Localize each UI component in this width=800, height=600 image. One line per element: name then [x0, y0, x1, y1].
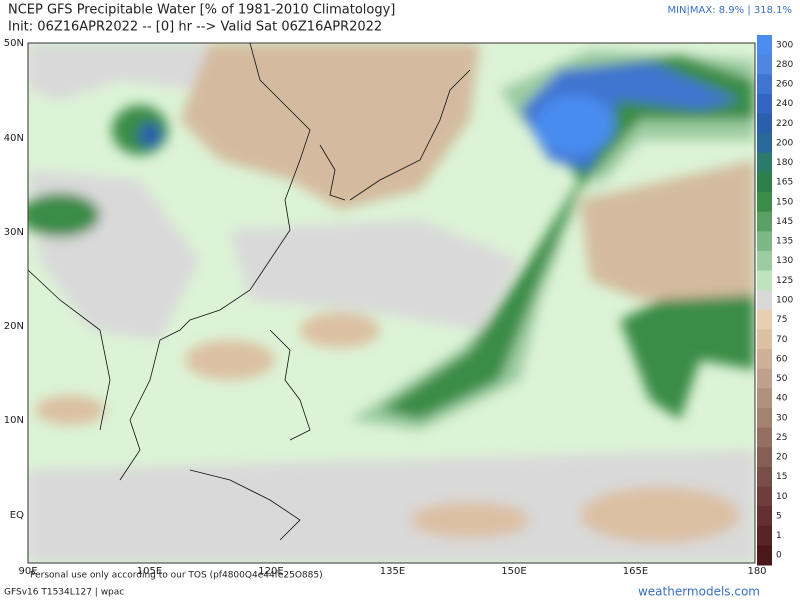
colorbar-swatch — [757, 113, 772, 134]
colorbar-swatch — [757, 388, 772, 409]
colorbar-label: 40 — [776, 394, 788, 404]
colorbar-swatch — [757, 506, 772, 527]
colorbar-label: 130 — [776, 256, 793, 266]
colorbar-label: 20 — [776, 453, 788, 463]
colorbar-swatch — [757, 35, 772, 56]
lon-label: 165E — [623, 566, 648, 577]
colorbar-label: 125 — [776, 276, 793, 286]
colorbar-swatch — [757, 466, 772, 487]
lon-label: 135E — [380, 566, 405, 577]
lon-label: 150E — [501, 566, 526, 577]
colorbar-label: 15 — [776, 472, 787, 482]
colorbar-label: 1 — [776, 531, 782, 541]
colorbar-swatch — [757, 329, 772, 350]
colorbar-label: 145 — [776, 217, 793, 227]
colorbar-label: 0 — [776, 551, 782, 561]
colorbar-swatch — [757, 250, 772, 272]
colorbar-label: 200 — [776, 138, 793, 148]
title: NCEP GFS Precipitable Water [% of 1981-2… — [8, 3, 395, 18]
lat-label: 50N — [4, 38, 24, 49]
colorbar-swatch — [757, 427, 772, 448]
lat-label: 20N — [4, 321, 24, 332]
colorbar-swatch — [757, 525, 772, 546]
colorbar-swatch — [757, 486, 772, 507]
colorbar-label: 260 — [776, 80, 793, 90]
colorbar-label: 75 — [776, 315, 787, 325]
colorbar-label: 10 — [776, 492, 788, 502]
colorbar-swatch — [757, 349, 772, 370]
colorbar-swatch — [757, 545, 772, 566]
colorbar-label: 150 — [776, 197, 793, 207]
map-field — [28, 43, 755, 563]
colorbar-label: 30 — [776, 413, 788, 423]
colorbar-swatch — [757, 74, 772, 95]
map-frame — [27, 42, 756, 564]
colorbar-label: 25 — [776, 433, 787, 443]
colorbar-swatch — [757, 270, 772, 291]
lon-label: 105E — [137, 566, 162, 577]
model-info: GFSv16 T1534L127 | wpac — [4, 588, 124, 598]
colorbar-swatch — [757, 231, 772, 252]
colorbar-label: 165 — [776, 178, 793, 188]
colorbar-label: 70 — [776, 335, 788, 345]
colorbar-label: 135 — [776, 237, 793, 247]
colorbar-swatch — [757, 407, 772, 429]
colorbar-label: 50 — [776, 374, 788, 384]
colorbar-label: 220 — [776, 119, 793, 129]
lon-label: 90E — [18, 566, 37, 577]
colorbar-label: 5 — [776, 511, 782, 521]
tos-notice: Personal use only according to our TOS (… — [30, 571, 323, 581]
lon-label: 180 — [747, 566, 766, 577]
coastlines — [28, 43, 471, 541]
lat-label: 30N — [4, 227, 24, 238]
colorbar-swatch — [757, 368, 772, 389]
colorbar-label: 300 — [776, 40, 793, 50]
colorbar-swatch — [757, 290, 772, 311]
colorbar-swatch — [757, 172, 772, 193]
colorbar-swatch — [757, 93, 772, 115]
colorbar-swatch — [757, 192, 772, 213]
colorbar-swatch — [757, 447, 772, 468]
colorbar-swatch — [757, 54, 772, 75]
colorbar-label: 100 — [776, 296, 793, 306]
colorbar-swatch — [757, 133, 772, 154]
colorbar-swatch — [757, 309, 772, 330]
subtitle: Init: 06Z16APR2022 -- [0] hr --> Valid S… — [8, 20, 382, 35]
lat-label: 10N — [4, 415, 24, 426]
colorbar-label: 240 — [776, 99, 793, 109]
lon-label: 120E — [258, 566, 283, 577]
colorbar-label: 60 — [776, 354, 788, 364]
colorbar-swatch — [757, 211, 772, 232]
lat-label: 40N — [4, 133, 24, 144]
colorbar-label: 180 — [776, 158, 793, 168]
min-max: MIN|MAX: 8.9% | 318.1% — [667, 5, 792, 16]
colorbar-label: 280 — [776, 60, 793, 70]
colorbar-swatch — [757, 152, 772, 173]
site-link: weathermodels.com — [638, 585, 760, 599]
lat-label: EQ — [10, 510, 24, 521]
